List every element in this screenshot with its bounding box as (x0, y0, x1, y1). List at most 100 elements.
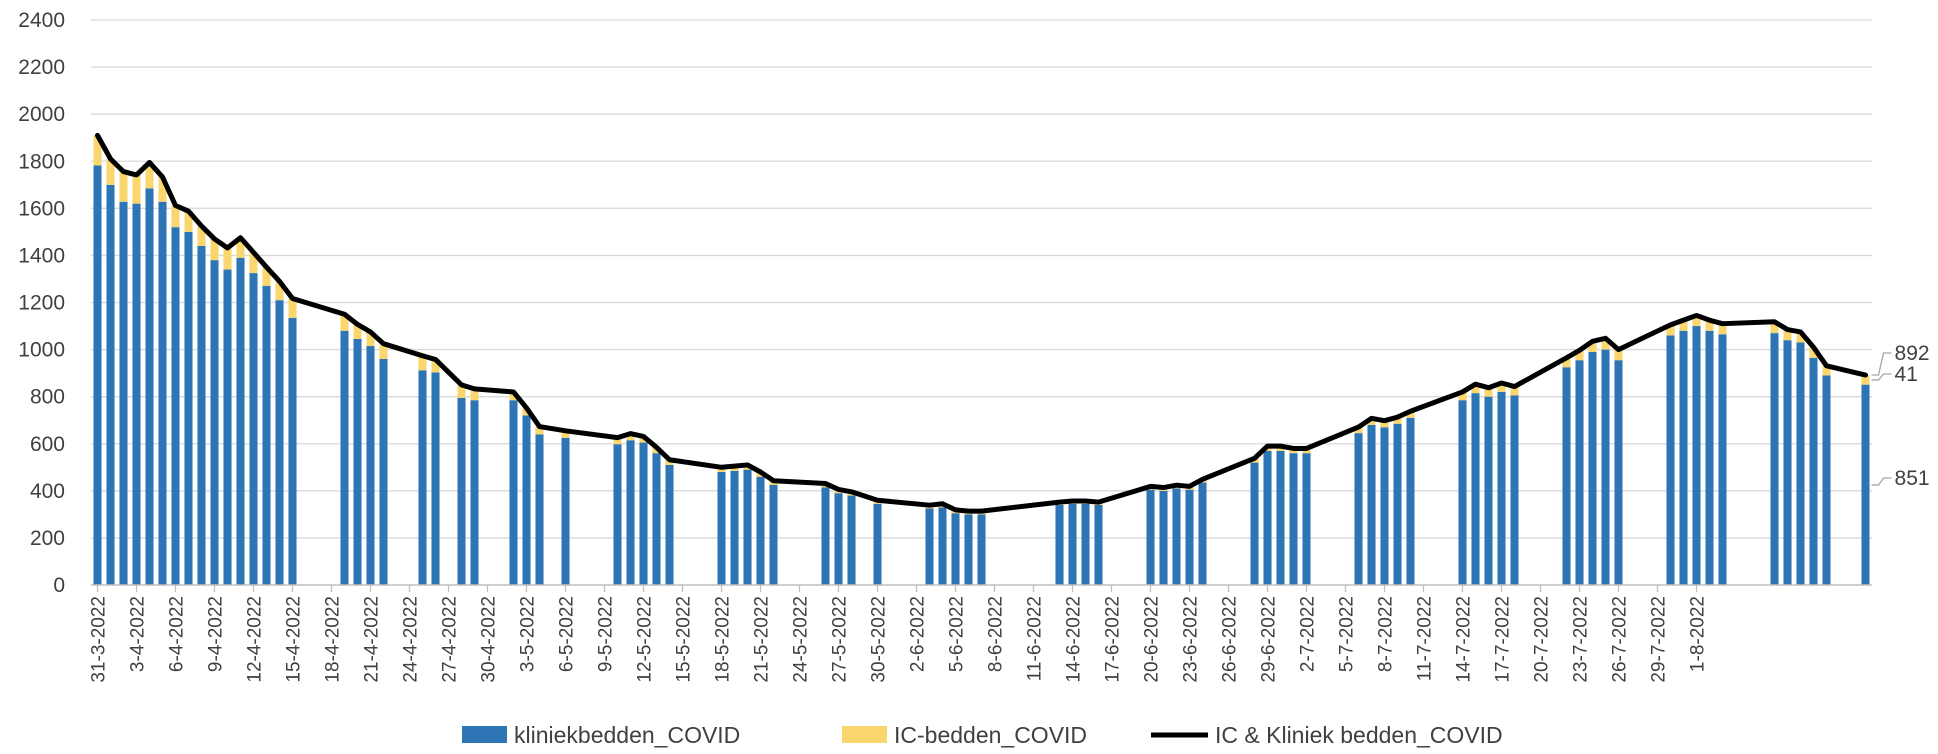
bar-ic-bedden-covid (1484, 387, 1493, 397)
bar-ic-bedden-covid (1809, 347, 1818, 358)
bar-kliniekbedden-covid (1497, 391, 1506, 585)
x-axis (91, 584, 1872, 592)
bar-kliniekbedden-covid (821, 487, 830, 585)
bar-ic-bedden-covid (626, 433, 635, 441)
bar-kliniekbedden-covid (1393, 423, 1402, 585)
bar-ic-bedden-covid (1705, 320, 1714, 331)
bar-kliniekbedden-covid (756, 476, 765, 585)
bar-kliniekbedden-covid (1159, 490, 1168, 585)
x-tick-label: 11-7-2022 (1415, 596, 1436, 681)
x-tick-label: 29-6-2022 (1259, 596, 1280, 683)
bar-ic-bedden-covid (509, 391, 518, 401)
bar-ic-bedden-covid (210, 238, 219, 261)
y-tick-label: 200 (30, 527, 65, 550)
bar-ic-bedden-covid (535, 426, 544, 435)
bar-kliniekbedden-covid (1601, 349, 1610, 585)
bar-ic-bedden-covid (236, 237, 245, 258)
bar-ic-bedden-covid (1692, 315, 1701, 327)
annotation-leader (1871, 352, 1892, 376)
bar-kliniekbedden-covid (1055, 504, 1064, 585)
bar-kliniekbedden-covid (847, 495, 856, 585)
bar-kliniekbedden-covid (223, 269, 232, 585)
bar-kliniekbedden-covid (873, 503, 882, 585)
bar-kliniekbedden-covid (1718, 334, 1727, 585)
bar-kliniekbedden-covid (1822, 375, 1831, 585)
bar-kliniekbedden-covid (1068, 503, 1077, 585)
bar-kliniekbedden-covid (249, 273, 258, 585)
y-tick-label: 1600 (18, 197, 65, 220)
x-tick-label: 27-4-2022 (440, 596, 461, 683)
y-tick-label: 800 (30, 386, 65, 409)
bar-ic-bedden-covid (1822, 365, 1831, 376)
bar-kliniekbedden-covid (340, 330, 349, 585)
bar-ic-bedden-covid (431, 359, 440, 373)
bar-ic-bedden-covid (1380, 420, 1389, 428)
x-tick-label: 11-6-2022 (1025, 596, 1046, 681)
bar-kliniekbedden-covid (1796, 342, 1805, 585)
bar-ic-bedden-covid (119, 171, 128, 202)
bar-ic-bedden-covid (223, 247, 232, 270)
bar-kliniekbedden-covid (1263, 450, 1272, 585)
x-tick-label: 17-7-2022 (1493, 596, 1514, 683)
bar-kliniekbedden-covid (1367, 424, 1376, 585)
legend-label: kliniekbedden_COVID (514, 722, 740, 748)
bar-kliniekbedden-covid (197, 246, 206, 585)
bar-ic-bedden-covid (197, 225, 206, 246)
bar-kliniekbedden-covid (1458, 400, 1467, 585)
bar-kliniekbedden-covid (457, 397, 466, 585)
bar-ic-bedden-covid (1588, 341, 1597, 352)
bar-ic-bedden-covid (1861, 375, 1870, 385)
x-tick-label: 20-6-2022 (1142, 596, 1163, 683)
bar-kliniekbedden-covid (613, 444, 622, 585)
x-tick-label: 12-4-2022 (245, 596, 266, 683)
bar-ic-bedden-covid (249, 252, 258, 274)
x-tick-label: 3-5-2022 (518, 596, 539, 672)
legend-label: IC & Kliniek bedden_COVID (1215, 722, 1503, 748)
bar-ic-bedden-covid (418, 355, 427, 371)
bar-kliniekbedden-covid (1770, 333, 1779, 585)
bar-ic-bedden-covid (1575, 350, 1584, 361)
x-tick-label: 31-3-2022 (89, 596, 110, 683)
bar-ic-bedden-covid (1354, 427, 1363, 434)
x-tick-label: 12-5-2022 (635, 596, 656, 683)
bar-kliniekbedden-covid (769, 484, 778, 585)
bar-kliniekbedden-covid (1380, 427, 1389, 585)
x-tick-label: 30-5-2022 (869, 596, 890, 683)
bar-ic-bedden-covid (1471, 384, 1480, 394)
legend-label: IC-bedden_COVID (894, 722, 1087, 748)
bar-ic-bedden-covid (132, 174, 141, 204)
x-tick-label: 2-6-2022 (908, 596, 929, 672)
bar-kliniekbedden-covid (1354, 433, 1363, 585)
bar-ic-bedden-covid (1679, 320, 1688, 331)
bar-ic-bedden-covid (1718, 323, 1727, 335)
x-tick-label: 27-5-2022 (830, 596, 851, 683)
bar-kliniekbedden-covid (1185, 489, 1194, 585)
bar-ic-bedden-covid (275, 281, 284, 301)
bar-ic-bedden-covid (171, 205, 180, 228)
x-tick-label: 23-6-2022 (1181, 596, 1202, 683)
bar-ic-bedden-covid (340, 314, 349, 331)
bar-kliniekbedden-covid (652, 453, 661, 585)
bar-kliniekbedden-covid (145, 188, 154, 585)
x-tick-label: 8-6-2022 (986, 596, 1007, 672)
bar-kliniekbedden-covid (522, 415, 531, 585)
x-tick-label: 18-4-2022 (323, 596, 344, 683)
x-tick-label: 2-7-2022 (1298, 596, 1319, 672)
x-tick-label: 24-5-2022 (791, 596, 812, 683)
total-line-path (95, 132, 1868, 514)
bar-ic-bedden-covid (1510, 386, 1519, 396)
bar-kliniekbedden-covid (262, 286, 271, 585)
bar-ic-bedden-covid (1783, 329, 1792, 341)
y-tick-label: 1200 (18, 292, 65, 315)
y-tick-label: 1800 (18, 150, 65, 173)
bars (93, 135, 1870, 586)
bar-kliniekbedden-covid (1705, 330, 1714, 585)
bar-ic-bedden-covid (1406, 411, 1415, 418)
bar-kliniekbedden-covid (1406, 417, 1415, 585)
annotation-leader (1871, 477, 1892, 486)
bar-kliniekbedden-covid (951, 513, 960, 585)
bar-kliniekbedden-covid (938, 507, 947, 585)
bar-kliniekbedden-covid (1614, 360, 1623, 585)
